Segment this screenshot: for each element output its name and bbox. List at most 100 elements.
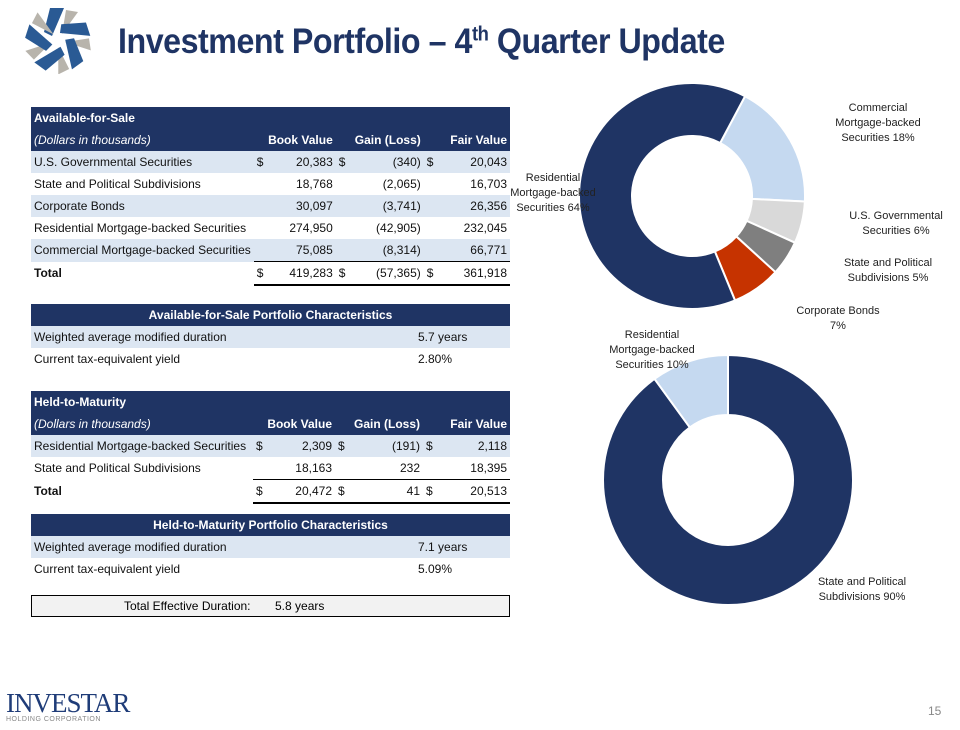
char-value: 5.7 years: [418, 330, 468, 344]
total-duration-box: Total Effective Duration: 5.8 years: [31, 595, 510, 617]
company-logo-icon: [23, 8, 95, 74]
page-title: Investment Portfolio – 4th Quarter Updat…: [118, 22, 725, 61]
col-header: Book Value: [253, 129, 336, 151]
afs-subtitle: (Dollars in thousands): [31, 129, 254, 151]
total-book-value: 20,472: [267, 479, 335, 504]
donut2-slice: [602, 353, 854, 606]
book-value: 274,950: [289, 221, 333, 235]
gain-loss: (340): [392, 155, 421, 169]
total-gain-loss: 41: [349, 479, 423, 504]
donut2-label: State and Political Subdivisions 90%: [817, 576, 907, 603]
dollar-sign: $: [426, 155, 434, 169]
dollar-sign: $: [423, 479, 437, 504]
total-book-value: 419,283: [267, 261, 336, 286]
total-fair-value: 20,513: [437, 479, 510, 504]
dollar-sign: [254, 217, 268, 239]
table-row: Corporate Bonds 30,097 (3,741) 26,356: [31, 195, 510, 217]
afs-characteristics-table: Available-for-Sale Portfolio Characteris…: [31, 304, 510, 370]
dollar-sign: [254, 195, 268, 217]
dollar-sign: [336, 217, 350, 239]
dollar-sign: $: [253, 261, 268, 286]
row-label: Commercial Mortgage-backed Securities: [34, 243, 251, 258]
donut1-slice: [713, 235, 777, 302]
gain-loss: (191): [391, 439, 420, 453]
gain-loss: (2,065): [382, 177, 421, 191]
htm-subtitle: (Dollars in thousands): [31, 413, 253, 435]
table-row: U.S. Governmental Securities $ 20,383 $ …: [31, 151, 510, 173]
row-label: U.S. Governmental Securities: [34, 155, 193, 169]
row-label: Corporate Bonds: [34, 199, 125, 213]
dollar-sign: $: [256, 439, 263, 453]
dollar-sign: [335, 239, 350, 262]
total-row: Total $ 20,472 $ 41 $ 20,513: [31, 479, 510, 504]
gain-loss: 232: [349, 457, 423, 480]
fair-value: 2,118: [477, 439, 507, 453]
col-header: Fair Value: [423, 129, 510, 151]
afs-char-title: Available-for-Sale Portfolio Characteris…: [31, 304, 510, 326]
book-value: 75,085: [267, 239, 336, 262]
investar-logo: INVESTAR HOLDING CORPORATION: [6, 688, 130, 724]
donut2-label: Residential Mortgage-backed Securities 1…: [609, 329, 695, 371]
dollar-sign: [254, 173, 268, 195]
total-label: Total: [34, 484, 62, 499]
dollar-sign: $: [338, 155, 346, 169]
book-value: 20,383: [296, 155, 333, 169]
donut1-slice: [745, 197, 806, 245]
dollar-sign: $: [253, 479, 267, 504]
donut1-slice: [578, 82, 747, 310]
duration-label: Total Effective Duration:: [124, 599, 251, 613]
total-gain-loss: (57,365): [349, 261, 424, 286]
dollar-sign: $: [426, 439, 433, 453]
dollar-sign: $: [256, 155, 264, 169]
donut1-label: Residential Mortgage-backed Securities 6…: [510, 172, 596, 214]
dollar-sign: [424, 217, 438, 239]
book-value: 18,163: [267, 457, 335, 480]
page-number: 15: [928, 704, 942, 718]
gain-loss: (3,741): [382, 199, 421, 213]
dollar-sign: [253, 457, 267, 480]
gain-loss: (42,905): [376, 221, 421, 235]
dollar-sign: $: [338, 439, 345, 453]
dollar-sign: [423, 457, 437, 480]
fair-value: 26,356: [470, 199, 507, 213]
book-value: 2,309: [301, 439, 332, 453]
dollar-sign: $: [335, 479, 349, 504]
fair-value: 66,771: [437, 239, 510, 262]
col-header: Fair Value: [423, 413, 510, 435]
book-value: 18,768: [296, 177, 333, 191]
col-header: Gain (Loss): [335, 129, 424, 151]
afs-title: Available-for-Sale: [31, 107, 510, 129]
table-row: State and Political Subdivisions 18,768 …: [31, 173, 510, 195]
dollar-sign: $: [423, 261, 438, 286]
dollar-sign: [335, 457, 349, 480]
dollar-sign: [336, 173, 350, 195]
char-value: 7.1 years: [418, 540, 468, 554]
duration-value: 5.8 years: [275, 599, 325, 613]
row-label: State and Political Subdivisions: [34, 177, 201, 191]
row-label: State and Political Subdivisions: [34, 461, 201, 476]
book-value: 30,097: [296, 199, 333, 213]
htm-table: Held-to-Maturity (Dollars in thousands) B…: [31, 391, 510, 504]
col-header: Gain (Loss): [335, 413, 423, 435]
table-row: State and Political Subdivisions 18,163 …: [31, 457, 510, 480]
donut1-label: Corporate Bonds 7%: [796, 305, 880, 332]
dollar-sign: [336, 195, 350, 217]
donut1-slice: [718, 94, 806, 203]
char-label: Current tax-equivalent yield: [34, 352, 181, 366]
char-label: Current tax-equivalent yield: [34, 562, 181, 576]
donut1-label: U.S. Governmental Securities 6%: [849, 210, 943, 237]
row-label: Residential Mortgage-backed Securities: [34, 439, 247, 453]
row-label: Residential Mortgage-backed Securities: [34, 221, 247, 235]
total-row: Total $ 419,283 $ (57,365) $ 361,918: [31, 261, 510, 286]
table-row: Residential Mortgage-backed Securities $…: [31, 435, 510, 457]
table-row: Commercial Mortgage-backed Securities 75…: [31, 239, 510, 262]
dollar-sign: [253, 239, 268, 262]
dollar-sign: $: [335, 261, 350, 286]
char-value: 5.09%: [418, 562, 453, 576]
gain-loss: (8,314): [349, 239, 424, 262]
donut1-label: Commercial Mortgage-backed Securities 18…: [835, 102, 921, 144]
donut1-label: State and Political Subdivisions 5%: [843, 257, 933, 284]
fair-value: 18,395: [437, 457, 510, 480]
col-header: Book Value: [253, 413, 335, 435]
dollar-sign: [424, 195, 438, 217]
